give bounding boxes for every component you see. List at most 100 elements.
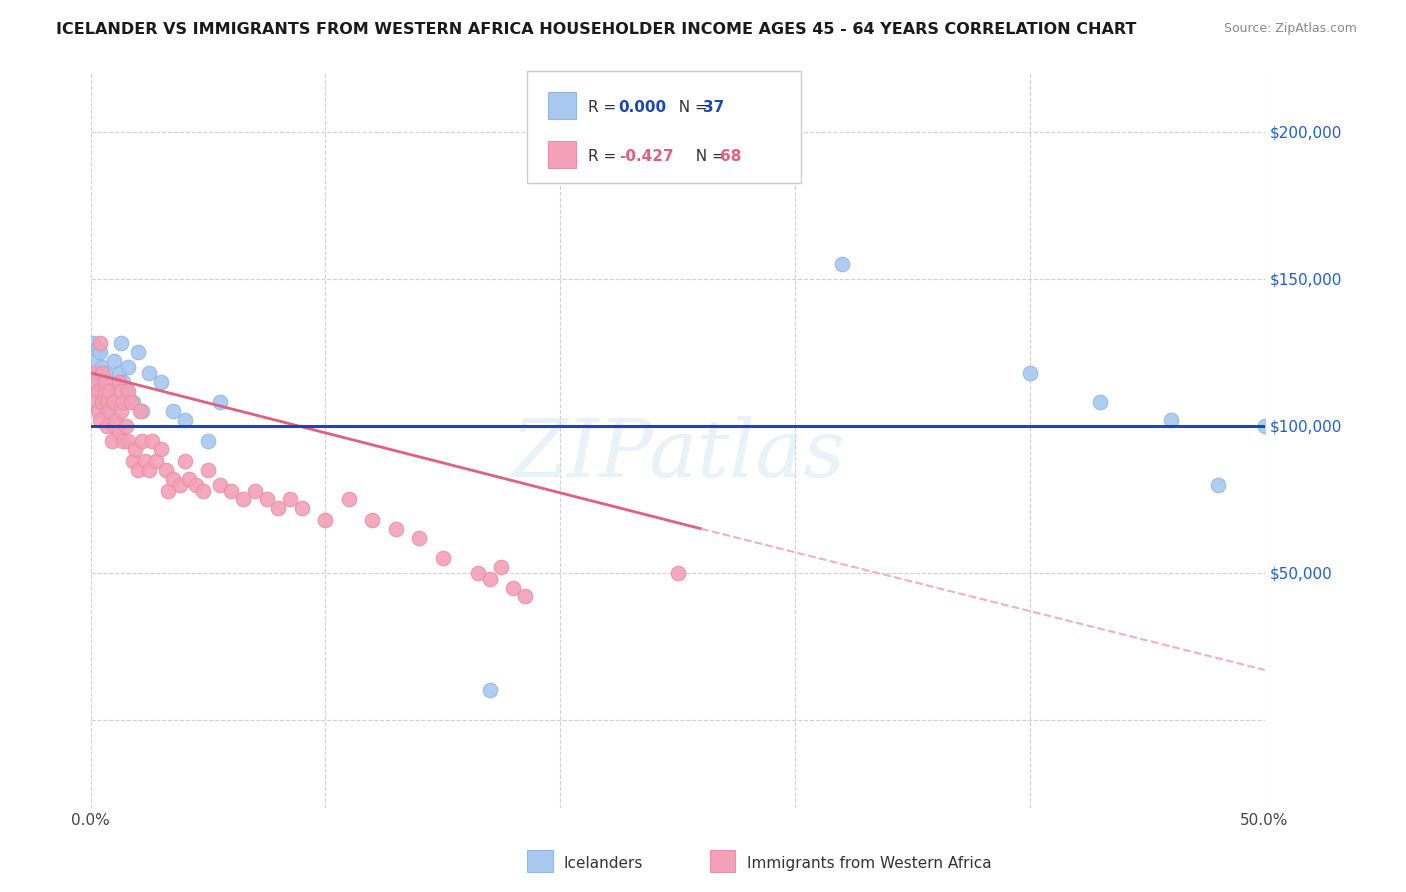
Point	[122, 395, 145, 409]
Point	[117, 434, 139, 448]
Point	[179, 472, 201, 486]
Point	[155, 463, 177, 477]
Point	[831, 257, 853, 271]
Point	[150, 375, 173, 389]
Point	[110, 384, 132, 398]
Point	[84, 395, 107, 409]
Text: 0.000: 0.000	[619, 101, 666, 115]
Point	[93, 366, 115, 380]
Point	[1206, 477, 1229, 491]
Point	[127, 463, 149, 477]
Point	[112, 395, 135, 409]
Point	[291, 501, 314, 516]
Text: R =: R =	[588, 101, 621, 115]
Point	[243, 483, 266, 498]
Point	[173, 413, 195, 427]
Point	[666, 566, 689, 580]
Point	[186, 477, 208, 491]
Point	[1160, 413, 1182, 427]
Text: Icelanders: Icelanders	[564, 856, 643, 871]
Point	[197, 463, 219, 477]
Point	[98, 404, 121, 418]
Point	[337, 492, 360, 507]
Point	[110, 404, 132, 418]
Text: -0.427: -0.427	[619, 150, 673, 164]
Point	[141, 434, 163, 448]
Text: 37: 37	[703, 101, 724, 115]
Point	[96, 375, 118, 389]
Point	[84, 354, 107, 368]
Point	[86, 372, 108, 386]
Point	[84, 375, 107, 389]
Point	[221, 483, 243, 498]
Point	[467, 566, 489, 580]
Point	[491, 560, 513, 574]
Point	[256, 492, 278, 507]
Point	[89, 336, 111, 351]
Point	[120, 395, 142, 409]
Point	[84, 366, 107, 380]
Point	[1018, 366, 1040, 380]
Point	[122, 454, 145, 468]
Point	[117, 359, 139, 374]
Point	[1090, 395, 1112, 409]
Point	[138, 463, 160, 477]
Point	[197, 434, 219, 448]
Point	[93, 384, 115, 398]
Point	[314, 513, 336, 527]
Point	[131, 434, 153, 448]
Point	[89, 384, 111, 398]
Point	[169, 477, 191, 491]
Point	[131, 404, 153, 418]
Text: N =: N =	[686, 150, 730, 164]
Point	[82, 366, 104, 380]
Point	[385, 522, 408, 536]
Point	[103, 418, 125, 433]
Point	[91, 395, 114, 409]
Point	[105, 418, 128, 433]
Point	[82, 336, 104, 351]
Text: 68: 68	[720, 150, 741, 164]
Point	[96, 395, 118, 409]
Point	[117, 384, 139, 398]
Point	[162, 404, 184, 418]
Text: Immigrants from Western Africa: Immigrants from Western Africa	[747, 856, 991, 871]
Point	[100, 434, 122, 448]
Point	[91, 359, 114, 374]
Point	[114, 381, 136, 395]
Point	[208, 477, 231, 491]
Point	[91, 395, 114, 409]
Point	[107, 375, 129, 389]
Point	[150, 442, 173, 457]
Point	[145, 454, 167, 468]
Point	[112, 434, 135, 448]
Text: R =: R =	[588, 150, 621, 164]
Point	[96, 418, 118, 433]
Point	[157, 483, 180, 498]
Point	[208, 395, 231, 409]
Point	[193, 483, 215, 498]
Point	[173, 454, 195, 468]
Point	[107, 425, 129, 439]
Point	[103, 354, 125, 368]
Point	[432, 551, 454, 566]
Point	[100, 395, 122, 409]
Point	[110, 336, 132, 351]
Point	[408, 531, 430, 545]
Point	[1253, 418, 1275, 433]
Point	[278, 492, 301, 507]
Point	[127, 345, 149, 359]
Point	[86, 343, 108, 357]
Point	[124, 442, 146, 457]
Point	[138, 366, 160, 380]
Point	[478, 683, 501, 698]
Point	[98, 384, 121, 398]
Text: Source: ZipAtlas.com: Source: ZipAtlas.com	[1223, 22, 1357, 36]
Point	[502, 581, 524, 595]
Point	[361, 513, 384, 527]
Text: ZIPatlas: ZIPatlas	[510, 417, 845, 494]
Point	[89, 413, 111, 427]
Point	[105, 413, 128, 427]
Point	[93, 404, 115, 418]
Point	[107, 366, 129, 380]
